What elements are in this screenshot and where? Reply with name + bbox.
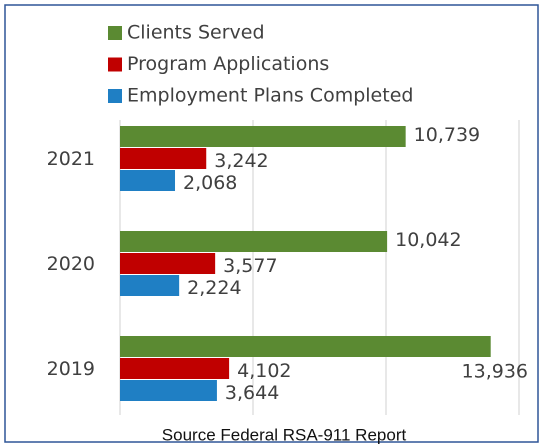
- chart-frame: [4, 4, 539, 443]
- data-label: 2,224: [187, 277, 241, 299]
- legend-label: Employment Plans Completed: [127, 85, 413, 107]
- legend-label: Program Applications: [127, 53, 329, 75]
- legend-swatch: [108, 57, 122, 72]
- bar: [120, 231, 388, 252]
- bar: [120, 253, 216, 274]
- data-label: 3,577: [223, 255, 277, 277]
- bar: [120, 275, 180, 296]
- bar: [120, 126, 406, 147]
- bar: [120, 336, 491, 357]
- data-label: 3,242: [214, 150, 268, 172]
- bar: [120, 170, 176, 191]
- legend-swatch: [108, 89, 122, 103]
- bar: [120, 358, 230, 379]
- data-label: 2,068: [183, 172, 237, 194]
- data-label: 13,936: [462, 361, 528, 383]
- data-label: 10,739: [414, 124, 480, 146]
- data-label: 3,644: [225, 382, 279, 404]
- caption: Source Federal RSA-911 Report: [162, 425, 407, 444]
- y-tick-label: 2020: [47, 253, 95, 275]
- bar: [120, 380, 217, 401]
- y-tick-label: 2019: [47, 358, 95, 380]
- data-label: 10,042: [395, 229, 461, 251]
- legend-swatch: [108, 26, 122, 40]
- data-label: 4,102: [237, 360, 291, 382]
- y-tick-label: 2021: [47, 148, 95, 170]
- legend-label: Clients Served: [127, 22, 265, 44]
- bar: [120, 148, 207, 169]
